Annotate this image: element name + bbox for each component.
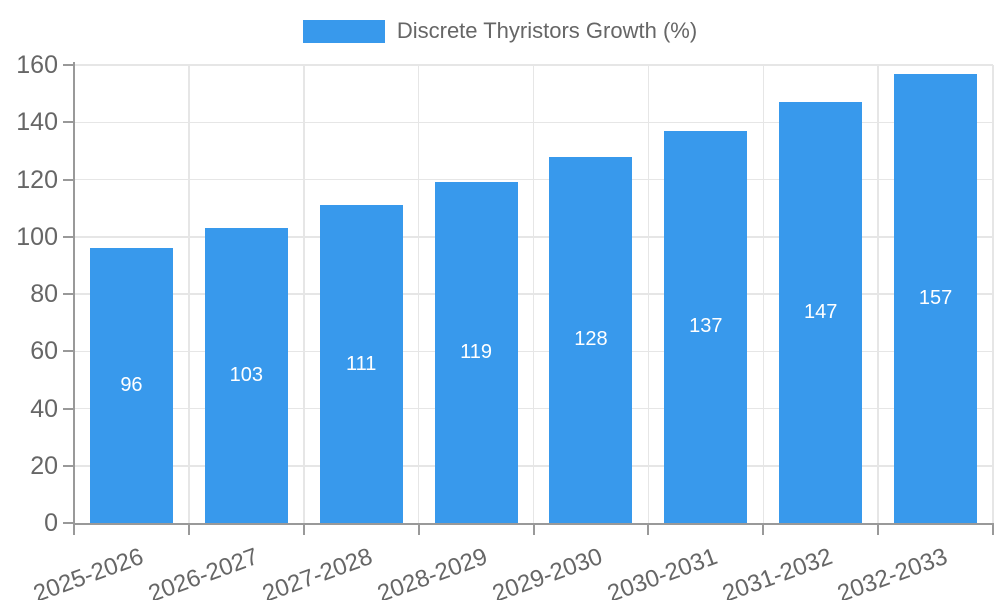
v-gridline	[417, 65, 420, 523]
x-axis-tick	[73, 525, 75, 535]
y-axis-tick	[63, 64, 74, 66]
y-axis-tick	[63, 350, 74, 353]
bar: 119	[434, 182, 518, 523]
x-tick-label: 2030-2031	[603, 543, 722, 600]
x-axis-tick	[877, 525, 880, 535]
chart-legend[interactable]: Discrete Thyristors Growth (%)	[0, 16, 1000, 46]
bar-value-label: 157	[918, 286, 953, 309]
x-axis-line	[73, 523, 994, 525]
v-gridline	[992, 65, 994, 523]
bar-value-label: 128	[574, 328, 608, 351]
x-axis-tick	[762, 525, 765, 535]
x-tick-label: 2025-2026	[29, 543, 147, 600]
x-tick-label: 2027-2028	[259, 543, 377, 600]
y-tick-label: 80	[30, 280, 58, 308]
v-gridline	[877, 65, 879, 523]
bar: 137	[664, 130, 748, 523]
bar-value-label: 103	[229, 364, 263, 387]
x-axis-tick	[417, 525, 420, 535]
y-tick-label: 60	[30, 337, 58, 366]
y-axis-tick	[63, 293, 74, 295]
v-gridline	[647, 65, 650, 523]
x-tick-label: 2028-2029	[374, 543, 492, 600]
v-gridline	[303, 65, 305, 523]
bar-value-label: 147	[804, 301, 838, 324]
y-tick-label: 0	[44, 509, 58, 537]
x-tick-label: 2031-2032	[718, 543, 836, 600]
bar: 157	[894, 73, 978, 523]
x-tick-label: 2026-2027	[144, 543, 262, 600]
x-axis-tick	[302, 525, 305, 535]
y-tick-label: 40	[30, 394, 58, 423]
x-tick-label: 2032-2033	[833, 543, 951, 600]
x-axis-tick	[532, 525, 535, 535]
x-axis-tick	[992, 525, 994, 535]
legend-color-swatch	[302, 19, 385, 43]
bar: 111	[319, 205, 403, 523]
v-gridline	[188, 65, 190, 523]
y-axis-tick	[63, 178, 74, 181]
x-axis-tick	[647, 525, 650, 535]
v-gridline	[762, 65, 764, 523]
y-axis-tick	[63, 235, 74, 238]
x-tick-label: 2029-2030	[489, 543, 607, 600]
y-tick-label: 120	[16, 165, 58, 194]
y-axis-tick	[63, 407, 74, 410]
y-axis-line	[73, 62, 75, 523]
y-tick-label: 160	[16, 51, 58, 79]
y-tick-label: 20	[30, 451, 58, 480]
v-gridline	[532, 65, 535, 523]
bar-value-label: 111	[345, 352, 377, 375]
bar: 128	[549, 156, 633, 523]
y-axis-tick	[63, 464, 74, 467]
y-tick-label: 100	[16, 222, 58, 251]
bar-value-label: 119	[460, 341, 492, 364]
y-axis-tick	[63, 121, 74, 124]
x-axis-tick	[187, 525, 190, 535]
bar: 96	[89, 248, 173, 523]
y-tick-label: 140	[16, 108, 58, 137]
bar-value-label: 137	[689, 315, 723, 338]
y-axis-tick	[63, 522, 74, 524]
bar: 103	[204, 228, 288, 523]
legend-series-label: Discrete Thyristors Growth (%)	[396, 18, 698, 43]
bar: 147	[779, 102, 863, 523]
bar-value-label: 96	[120, 374, 143, 397]
